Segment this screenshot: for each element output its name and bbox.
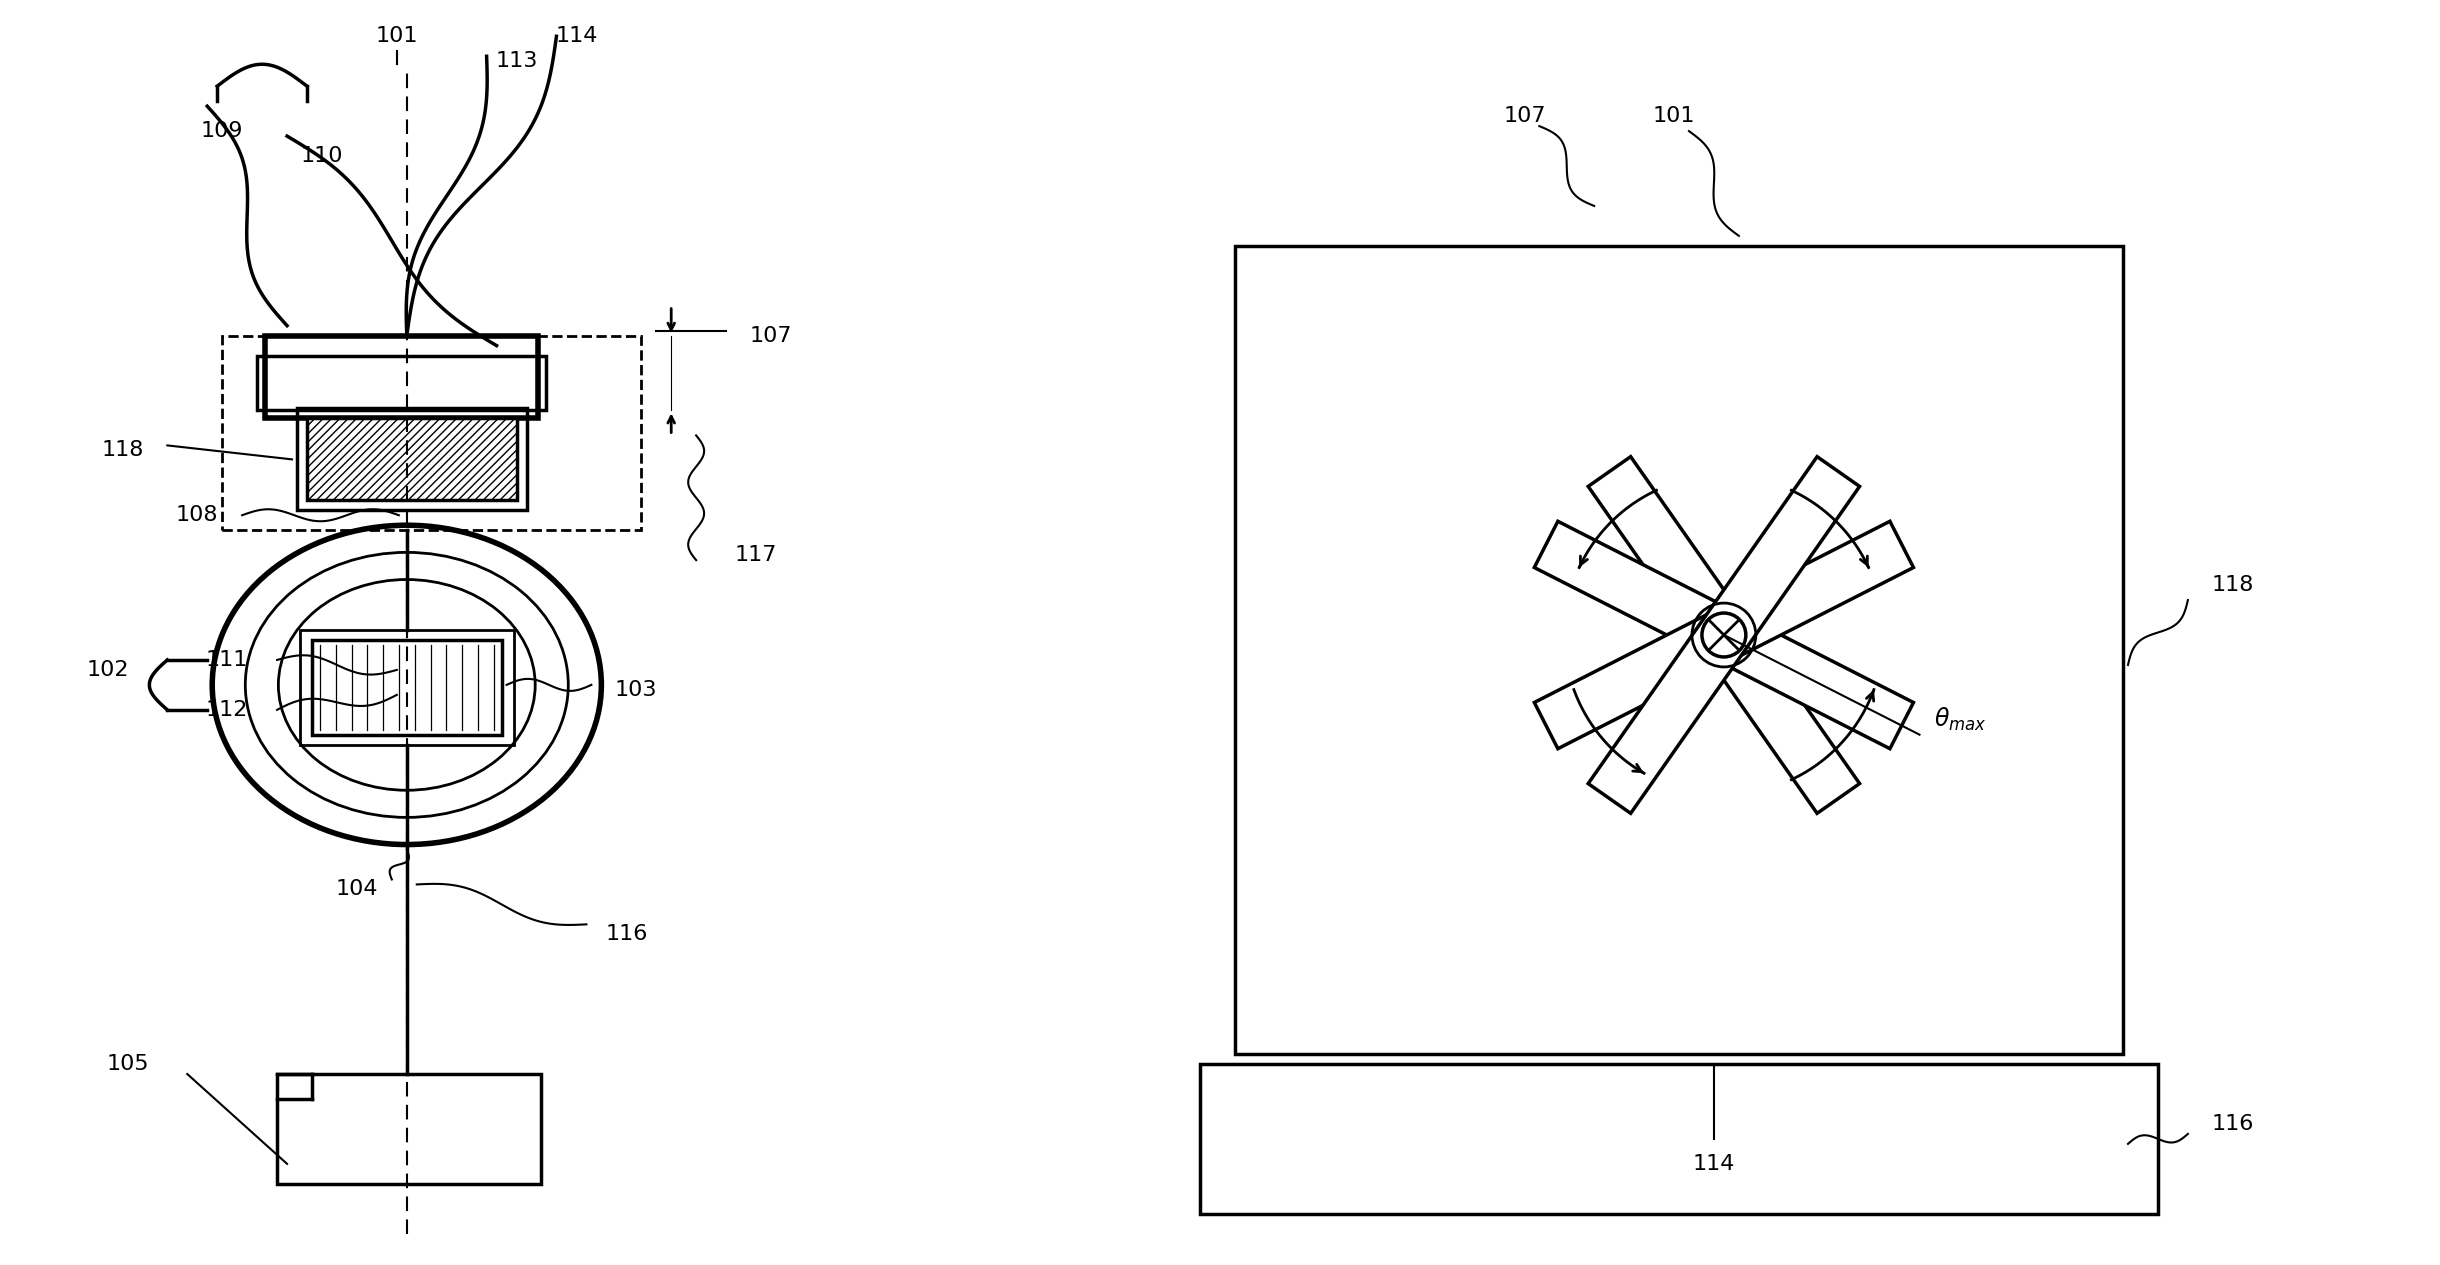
Bar xyxy=(1200,1064,2157,1213)
Text: $\theta_{max}$: $\theta_{max}$ xyxy=(1935,706,1986,734)
Text: 101: 101 xyxy=(1652,106,1696,126)
Bar xyxy=(300,630,512,745)
Bar xyxy=(266,335,539,419)
Text: 114: 114 xyxy=(556,27,598,47)
Polygon shape xyxy=(1535,521,1913,749)
Text: 101: 101 xyxy=(376,27,417,47)
Bar xyxy=(312,640,503,735)
Polygon shape xyxy=(1535,521,1913,749)
Text: 107: 107 xyxy=(749,325,793,345)
Text: 117: 117 xyxy=(734,545,778,565)
Text: 102: 102 xyxy=(85,660,129,679)
Ellipse shape xyxy=(278,579,534,791)
Text: 108: 108 xyxy=(176,505,220,525)
Text: 114: 114 xyxy=(1693,1154,1735,1174)
Polygon shape xyxy=(1588,457,1859,813)
Text: 118: 118 xyxy=(100,440,144,460)
Bar xyxy=(278,1074,542,1184)
Bar xyxy=(256,355,547,410)
Polygon shape xyxy=(1588,457,1859,813)
Text: 110: 110 xyxy=(300,145,344,166)
Bar xyxy=(222,335,642,530)
Text: 118: 118 xyxy=(2211,576,2255,595)
Text: 105: 105 xyxy=(105,1054,149,1074)
Text: 113: 113 xyxy=(495,52,537,71)
Text: 116: 116 xyxy=(2211,1114,2255,1133)
Bar xyxy=(1235,245,2123,1054)
Text: 107: 107 xyxy=(1503,106,1545,126)
Ellipse shape xyxy=(212,525,600,845)
Text: 104: 104 xyxy=(337,879,378,899)
Text: 103: 103 xyxy=(615,679,656,700)
Bar xyxy=(307,419,517,500)
Text: 112: 112 xyxy=(205,700,249,720)
Text: 116: 116 xyxy=(605,925,647,945)
Text: 109: 109 xyxy=(200,121,244,142)
Bar xyxy=(307,419,517,500)
Bar xyxy=(298,409,527,510)
Text: 111: 111 xyxy=(205,650,249,670)
Ellipse shape xyxy=(246,553,569,817)
